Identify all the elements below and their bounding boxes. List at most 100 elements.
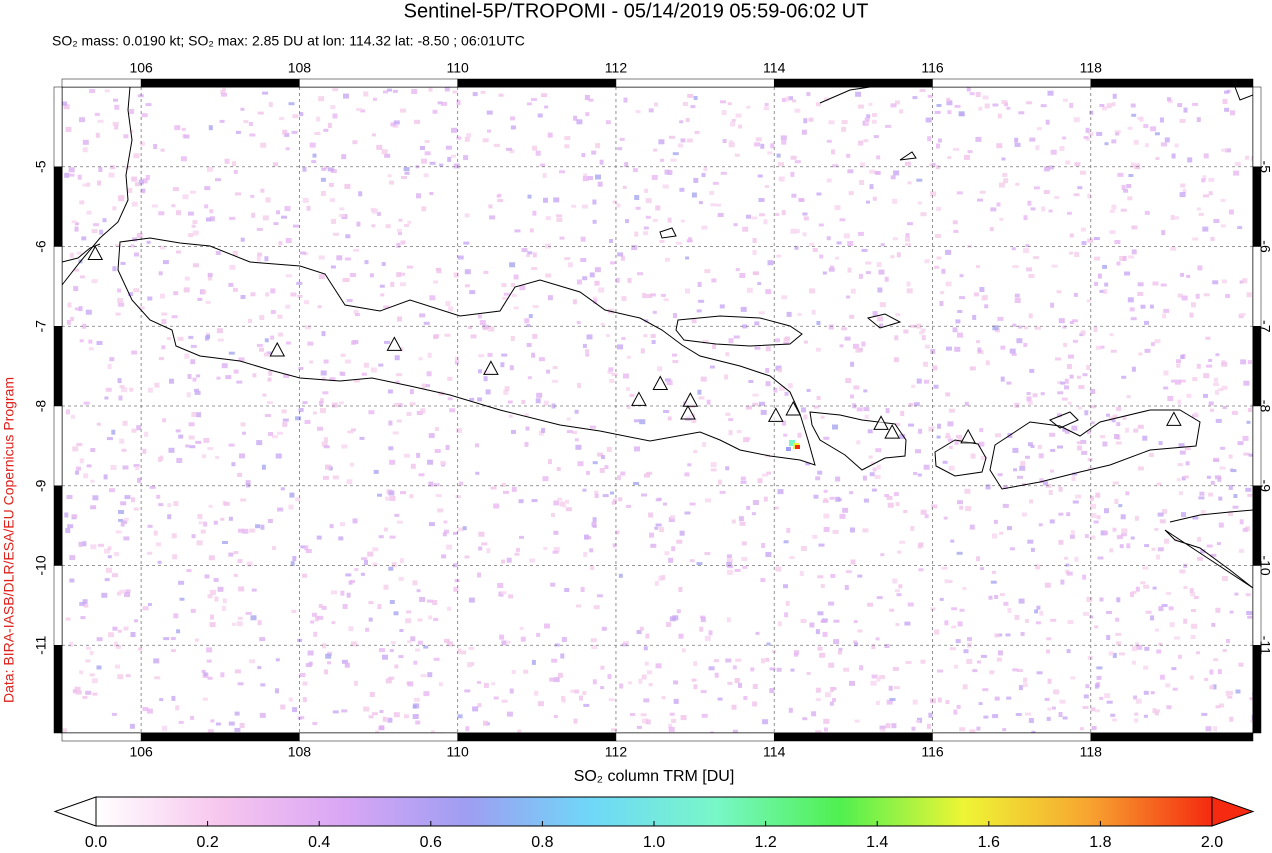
- speckle-pixel: [832, 424, 838, 430]
- speckle-pixel: [1167, 97, 1171, 102]
- speckle-pixel: [411, 89, 418, 94]
- speckle-pixel: [79, 200, 85, 205]
- speckle-pixel: [454, 360, 459, 365]
- speckle-pixel: [937, 697, 942, 703]
- speckle-pixel: [1048, 165, 1054, 170]
- speckle-pixel: [854, 719, 860, 723]
- speckle-pixel: [234, 669, 241, 674]
- speckle-pixel: [331, 402, 338, 408]
- speckle-pixel: [67, 302, 72, 308]
- speckle-pixel: [959, 505, 964, 510]
- speckle-pixel: [531, 352, 536, 358]
- speckle-pixel: [649, 293, 656, 297]
- volcano: [767, 407, 784, 422]
- volcano: [682, 392, 699, 407]
- speckle-pixel: [654, 102, 658, 107]
- speckle-pixel: [510, 116, 516, 121]
- speckle-pixel: [501, 699, 508, 703]
- speckle-pixel: [596, 594, 603, 598]
- speckle-pixel: [582, 343, 587, 348]
- speckle-pixel: [396, 373, 402, 377]
- speckle-pixel: [497, 583, 504, 588]
- volcano: [960, 428, 976, 444]
- speckle-pixel: [250, 615, 257, 621]
- speckle-pixel: [817, 611, 824, 616]
- speckle-pixel: [579, 695, 583, 701]
- speckle-pixel: [1185, 461, 1190, 466]
- speckle-pixel: [1025, 619, 1029, 623]
- speckle-pixel: [828, 601, 835, 606]
- speckle-pixel: [928, 712, 933, 718]
- speckle-pixel: [735, 113, 742, 118]
- speckle-pixel: [190, 608, 196, 613]
- speckle-pixel: [1179, 450, 1186, 455]
- speckle-pixel: [778, 162, 784, 167]
- speckle-pixel: [1126, 395, 1131, 399]
- speckle-pixel: [1193, 596, 1199, 599]
- speckle-pixel: [1158, 642, 1163, 646]
- speckle-pixel: [119, 438, 125, 444]
- speckle-pixel: [1017, 475, 1023, 479]
- speckle-pixel: [806, 389, 811, 392]
- speckle-pixel: [361, 372, 367, 376]
- speckle-pixel: [191, 224, 196, 228]
- speckle-pixel: [698, 396, 705, 400]
- x-tick-label: 112: [605, 60, 628, 76]
- speckle-pixel: [118, 395, 123, 401]
- speckle-pixel: [1040, 104, 1047, 108]
- speckle-pixel: [1090, 513, 1097, 518]
- speckle-pixel: [300, 545, 306, 549]
- speckle-pixel: [609, 239, 613, 243]
- speckle-pixel: [240, 498, 247, 502]
- speckle-pixel: [1192, 377, 1198, 382]
- speckle-pixel: [906, 222, 913, 226]
- speckle-pixel: [660, 158, 665, 162]
- speckle-pixel: [820, 619, 827, 623]
- speckle-pixel: [655, 205, 661, 211]
- speckle-pixel: [908, 403, 913, 407]
- speckle-pixel: [509, 688, 514, 694]
- speckle-pixel: [529, 558, 536, 563]
- speckle-pixel: [655, 663, 662, 669]
- speckle-pixel: [1100, 345, 1105, 349]
- speckle-pixel: [1214, 377, 1218, 383]
- speckle-pixel: [1130, 103, 1136, 108]
- speckle-pixel: [146, 240, 151, 244]
- speckle-pixel: [964, 401, 969, 406]
- speckle-pixel: [478, 531, 485, 537]
- speckle-pixel: [256, 256, 261, 262]
- frame-bar: [1090, 732, 1254, 742]
- speckle-pixel: [666, 380, 673, 386]
- speckle-pixel: [519, 535, 524, 539]
- speckle-pixel: [547, 295, 553, 301]
- y-tick-label: -11: [1257, 636, 1272, 655]
- speckle-pixel: [494, 143, 500, 147]
- frame-bar: [299, 78, 458, 88]
- speckle-pixel: [1041, 206, 1046, 212]
- speckle-pixel: [1150, 615, 1155, 621]
- speckle-pixel: [816, 192, 822, 196]
- speckle-pixel: [248, 122, 253, 126]
- speckle-pixel: [1046, 716, 1051, 721]
- speckle-pixel: [257, 252, 263, 257]
- speckle-pixel: [589, 548, 594, 553]
- speckle-pixel: [758, 198, 765, 202]
- speckle-pixel: [1115, 132, 1120, 136]
- x-tick-label: 118: [1080, 744, 1103, 760]
- speckle-pixel: [125, 674, 131, 678]
- speckle-pixel: [1238, 314, 1244, 319]
- speckle-pixel: [112, 626, 118, 631]
- speckle-pixel: [79, 670, 84, 675]
- speckle-pixel: [1229, 610, 1234, 614]
- speckle-pixel: [117, 298, 124, 303]
- speckle-pixel: [81, 236, 87, 241]
- speckle-pixel: [872, 113, 877, 117]
- speckle-pixel: [238, 528, 244, 533]
- so2-field: [62, 87, 1253, 733]
- colorbar-tick-label: 1.8: [1089, 834, 1111, 851]
- speckle-pixel: [740, 476, 746, 481]
- speckle-pixel: [1214, 475, 1221, 480]
- speckle-pixel: [350, 580, 355, 583]
- speckle-pixel: [712, 344, 717, 350]
- speckle-pixel: [541, 427, 546, 433]
